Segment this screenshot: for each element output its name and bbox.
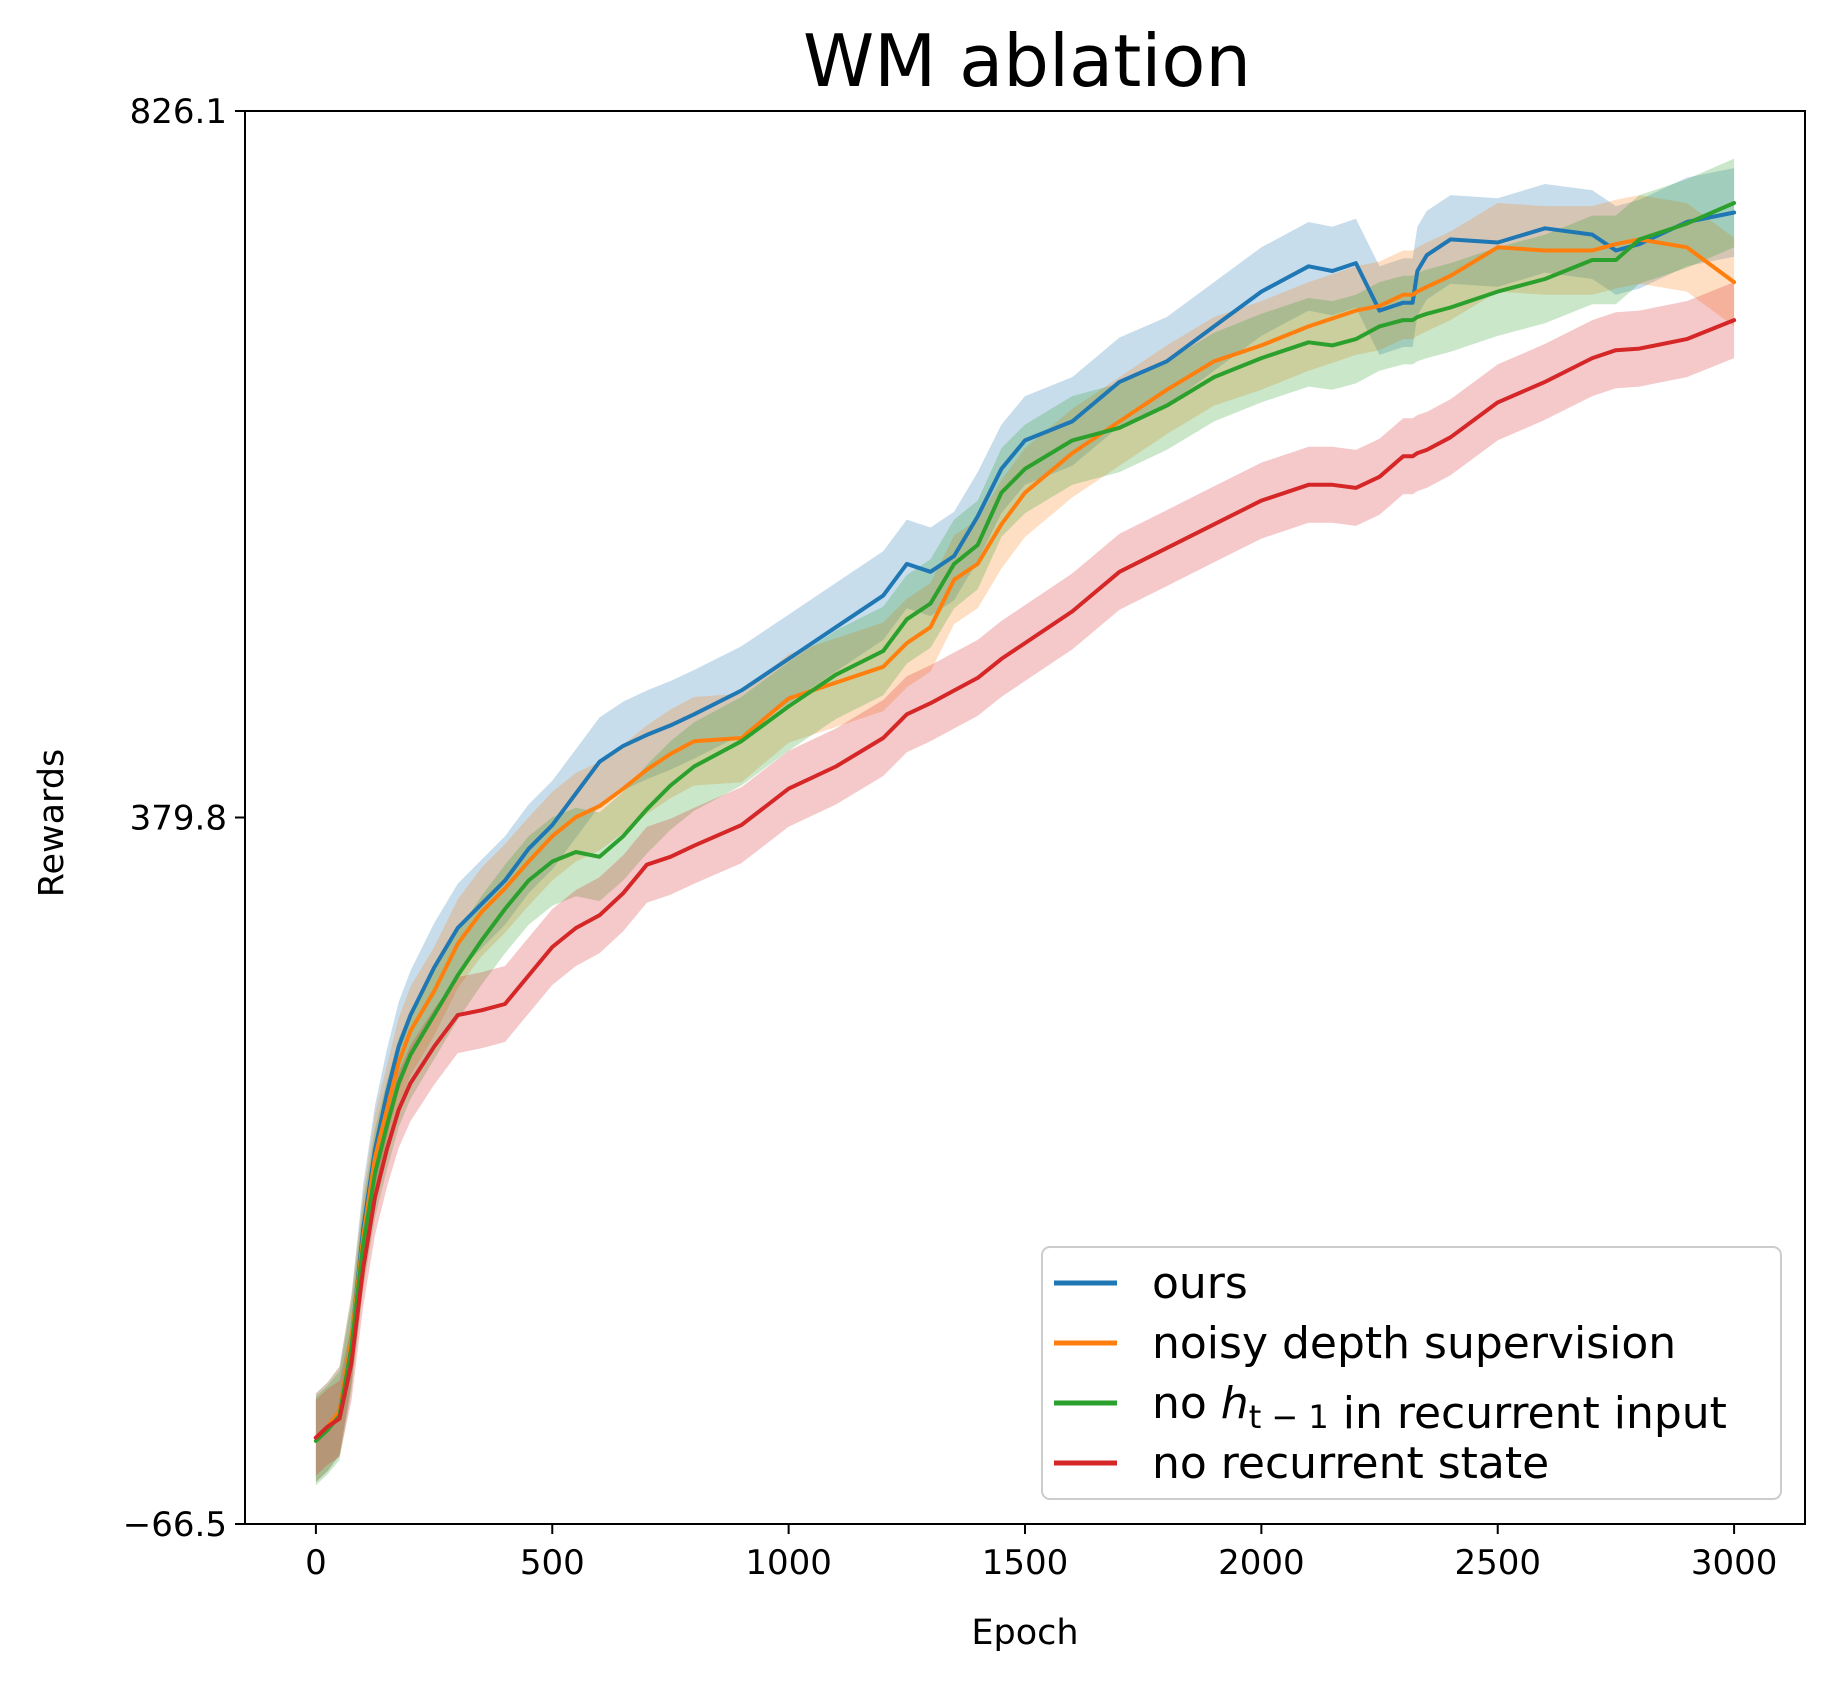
legend-label-noisy-depth-supervision: noisy depth supervision (1152, 1318, 1676, 1369)
series-band-no-recurrent-state (315, 282, 1735, 1476)
x-axis: 0 500 1000 1500 2000 2500 3000 (305, 1524, 1777, 1583)
x-tick-label: 1500 (982, 1543, 1069, 1583)
legend-label-ours: ours (1152, 1258, 1248, 1309)
x-tick-label: 2500 (1454, 1543, 1541, 1583)
series-band-ours (315, 168, 1735, 1483)
series-band-no-h-in-recurrent-input (315, 158, 1735, 1486)
y-axis-label: Rewards (32, 749, 72, 898)
chart-title: WM ablation (803, 19, 1251, 103)
y-tick-label: 826.1 (130, 92, 227, 132)
legend-box (1041, 1246, 1782, 1500)
series-line-no-h-in-recurrent-input (313, 201, 1737, 1443)
lines-layer (313, 201, 1737, 1443)
legend-label-no-recurrent-state: no recurrent state (1152, 1438, 1549, 1489)
bands-layer (315, 158, 1735, 1486)
x-tick-label: 2000 (1218, 1543, 1305, 1583)
x-tick-label: 1000 (745, 1543, 832, 1583)
series-line-no-recurrent-state (313, 318, 1737, 1440)
y-tick-label: −66.5 (123, 1505, 227, 1545)
x-tick-label: 0 (305, 1543, 327, 1583)
x-tick-label: 3000 (1691, 1543, 1778, 1583)
series-line-noisy-depth-supervision (313, 237, 1737, 1440)
legend-label-no-h-in-recurrent-input: no ht − 1 in recurrent input (1152, 1378, 1727, 1439)
series-line-ours (313, 210, 1737, 1440)
x-axis-label: Epoch (971, 1613, 1078, 1653)
y-axis: −66.5 379.8 826.1 (123, 92, 245, 1545)
y-tick-label: 379.8 (130, 799, 227, 839)
x-tick-label: 500 (520, 1543, 585, 1583)
legend: ours noisy depth supervision no ht − 1 in … (1041, 1246, 1782, 1500)
series-band-noisy-depth-supervision (315, 195, 1735, 1483)
